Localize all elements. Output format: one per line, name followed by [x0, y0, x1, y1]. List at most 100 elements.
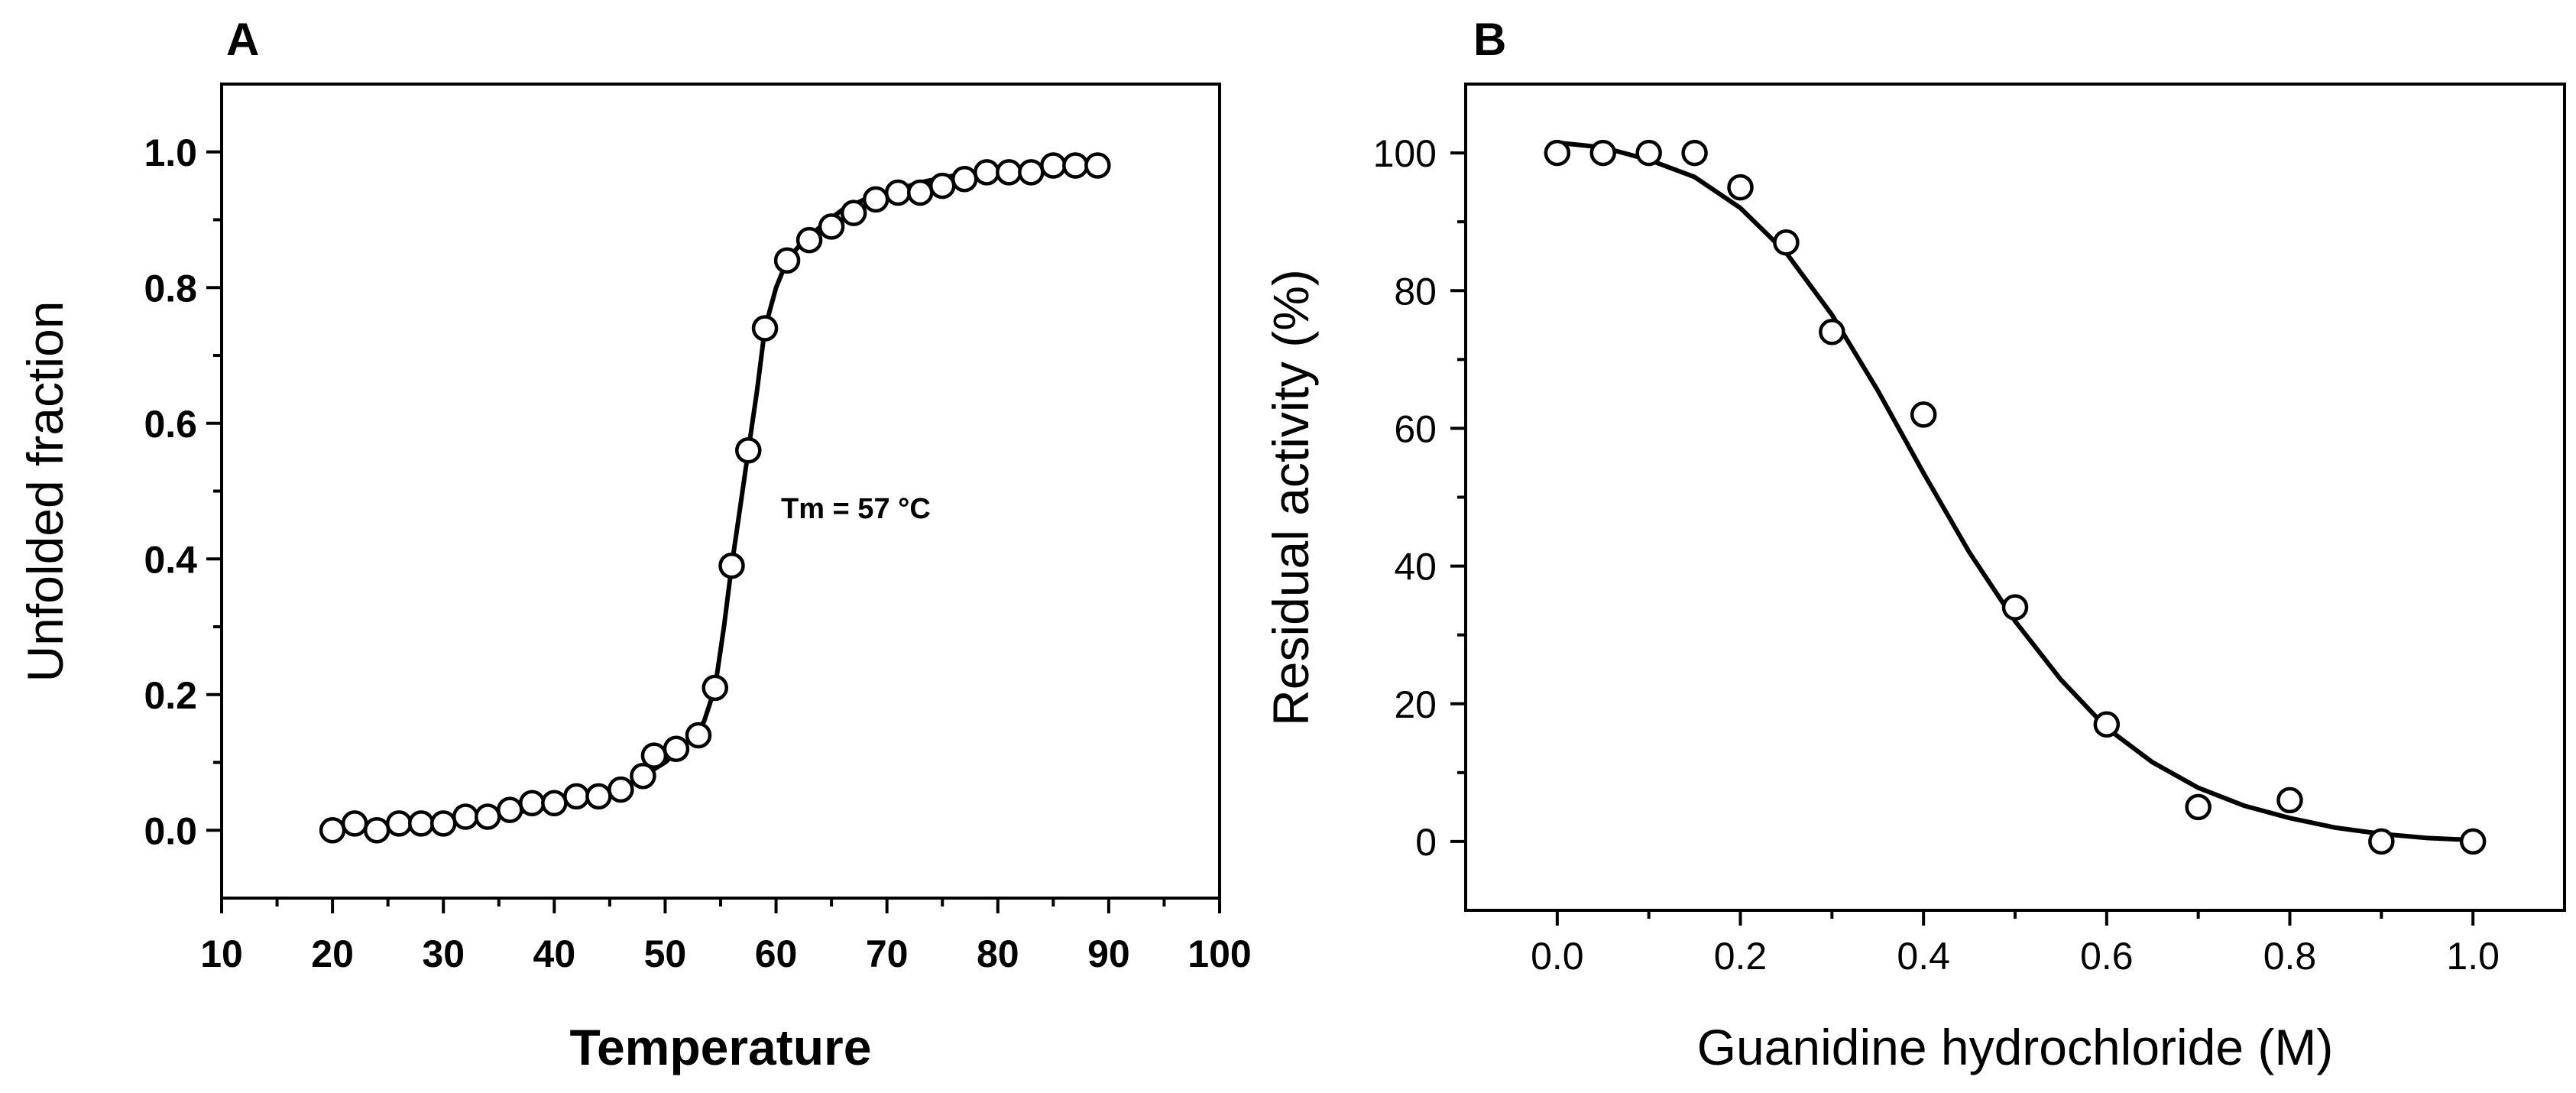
- x-tick-label: 20: [311, 932, 354, 975]
- data-point: [818, 213, 845, 240]
- data-point: [1910, 401, 1937, 428]
- y-tick-label: 60: [1394, 407, 1437, 450]
- panel-b-x-axis-label: Guanidine hydrochloride (M): [1697, 1019, 2334, 1075]
- data-point: [1084, 152, 1111, 179]
- panel-b-fit-curve: [1554, 140, 2476, 843]
- panel-a-x-tick-labels: 10 20 30 40 50 60 70 80 90 100: [200, 932, 1252, 975]
- panel-a-fit-curve: [330, 163, 1100, 833]
- x-tick-label: 30: [422, 932, 465, 975]
- x-tick-label: 1.0: [2446, 935, 2500, 978]
- x-tick-label: 50: [644, 932, 687, 975]
- panel-a-y-tick-labels: 0.0 0.2 0.4 0.6 0.8 1.0: [144, 131, 197, 853]
- data-point: [429, 810, 457, 837]
- data-point: [341, 810, 368, 837]
- y-tick-label: 100: [1373, 132, 1437, 175]
- data-point: [2093, 711, 2121, 738]
- y-tick-label: 0.6: [144, 403, 197, 446]
- data-point: [519, 790, 546, 816]
- data-point: [563, 783, 590, 810]
- data-point: [319, 817, 346, 844]
- data-point: [751, 315, 779, 342]
- y-tick-label: 0.4: [144, 538, 197, 581]
- data-point: [475, 803, 501, 830]
- y-tick-label: 80: [1394, 270, 1437, 313]
- x-tick-label: 70: [866, 932, 909, 975]
- x-tick-label: 0.8: [2263, 935, 2317, 978]
- data-point: [363, 817, 390, 844]
- data-point: [735, 437, 762, 464]
- panel-b-x-tick-labels: 0.0 0.2 0.4 0.6 0.8 1.0: [1531, 935, 2500, 978]
- panel-b-plot-frame: [1464, 83, 2566, 912]
- data-point: [1819, 319, 1845, 345]
- data-point: [385, 810, 413, 837]
- data-point: [640, 742, 668, 769]
- data-point: [1062, 152, 1089, 179]
- fit-line: [1554, 140, 2476, 843]
- y-tick-label: 1.0: [144, 131, 197, 174]
- data-point: [862, 186, 889, 213]
- panel-b: B 0.0 0.2 0.4 0.6 0.8 1.0 0 20 40 60 80 100 Guanid…: [1262, 14, 2566, 1075]
- data-point: [663, 735, 690, 762]
- panel-a-tm-annotation: Tm = 57 °C: [781, 493, 931, 525]
- data-point: [2368, 828, 2395, 855]
- panel-a: A 10 20 30 40 50 60 70 80 90 100 0.0 0.2 0.4 0.6 0.8 1…: [17, 14, 1252, 1075]
- data-point: [996, 159, 1022, 186]
- data-point: [1544, 139, 1571, 167]
- data-point: [1681, 139, 1708, 167]
- y-tick-label: 0: [1415, 821, 1437, 864]
- panel-a-label: A: [226, 14, 259, 65]
- data-point: [906, 179, 934, 206]
- x-tick-label: 40: [533, 932, 576, 975]
- panel-a-y-axis-label: Unfolded fraction: [17, 301, 73, 683]
- panel-b-data-points: [1544, 139, 2487, 855]
- panel-a-ticks: [206, 150, 1221, 913]
- data-point: [541, 790, 568, 816]
- data-point: [497, 796, 523, 823]
- x-tick-label: 0.4: [1897, 935, 1950, 978]
- data-point: [608, 776, 634, 803]
- y-tick-label: 0.2: [144, 674, 197, 717]
- panel-a-plot-frame: [220, 83, 1221, 900]
- data-point: [585, 783, 612, 810]
- data-point: [1589, 139, 1616, 167]
- data-point: [2185, 793, 2211, 821]
- x-tick-label: 100: [1188, 932, 1251, 975]
- panel-b-y-tick-labels: 0 20 40 60 80 100: [1373, 132, 1437, 864]
- data-point: [685, 722, 712, 749]
- data-point: [1018, 159, 1045, 186]
- x-tick-label: 10: [200, 932, 243, 975]
- data-point: [974, 159, 1000, 186]
- data-point: [2276, 787, 2303, 814]
- panel-b-label: B: [1473, 14, 1506, 65]
- data-point: [452, 803, 479, 830]
- data-point: [2001, 594, 2029, 621]
- data-point: [884, 179, 912, 206]
- fit-line: [330, 163, 1100, 833]
- data-point: [773, 247, 801, 274]
- data-point: [407, 810, 435, 837]
- data-point: [1635, 139, 1662, 167]
- x-tick-label: 80: [977, 932, 1019, 975]
- x-tick-label: 0.2: [1714, 935, 1768, 978]
- data-point: [840, 199, 867, 226]
- data-point: [718, 552, 745, 579]
- x-tick-label: 0.6: [2080, 935, 2134, 978]
- panel-a-x-axis-label: Temperature: [570, 1019, 872, 1075]
- data-point: [951, 166, 978, 193]
- y-tick-label: 0.8: [144, 267, 197, 310]
- panel-b-ticks: [1450, 151, 2475, 926]
- panel-b-y-axis-label: Residual activity (%): [1262, 269, 1319, 726]
- y-tick-label: 40: [1394, 546, 1437, 589]
- data-point: [630, 763, 656, 790]
- data-point: [928, 172, 956, 199]
- x-tick-label: 0.0: [1531, 935, 1584, 978]
- data-point: [1727, 174, 1754, 201]
- data-point: [1773, 229, 1800, 256]
- data-point: [1040, 152, 1067, 179]
- x-tick-label: 90: [1087, 932, 1130, 975]
- x-tick-label: 60: [755, 932, 798, 975]
- y-tick-label: 20: [1394, 683, 1437, 726]
- data-point: [2459, 828, 2487, 855]
- data-point: [795, 226, 823, 254]
